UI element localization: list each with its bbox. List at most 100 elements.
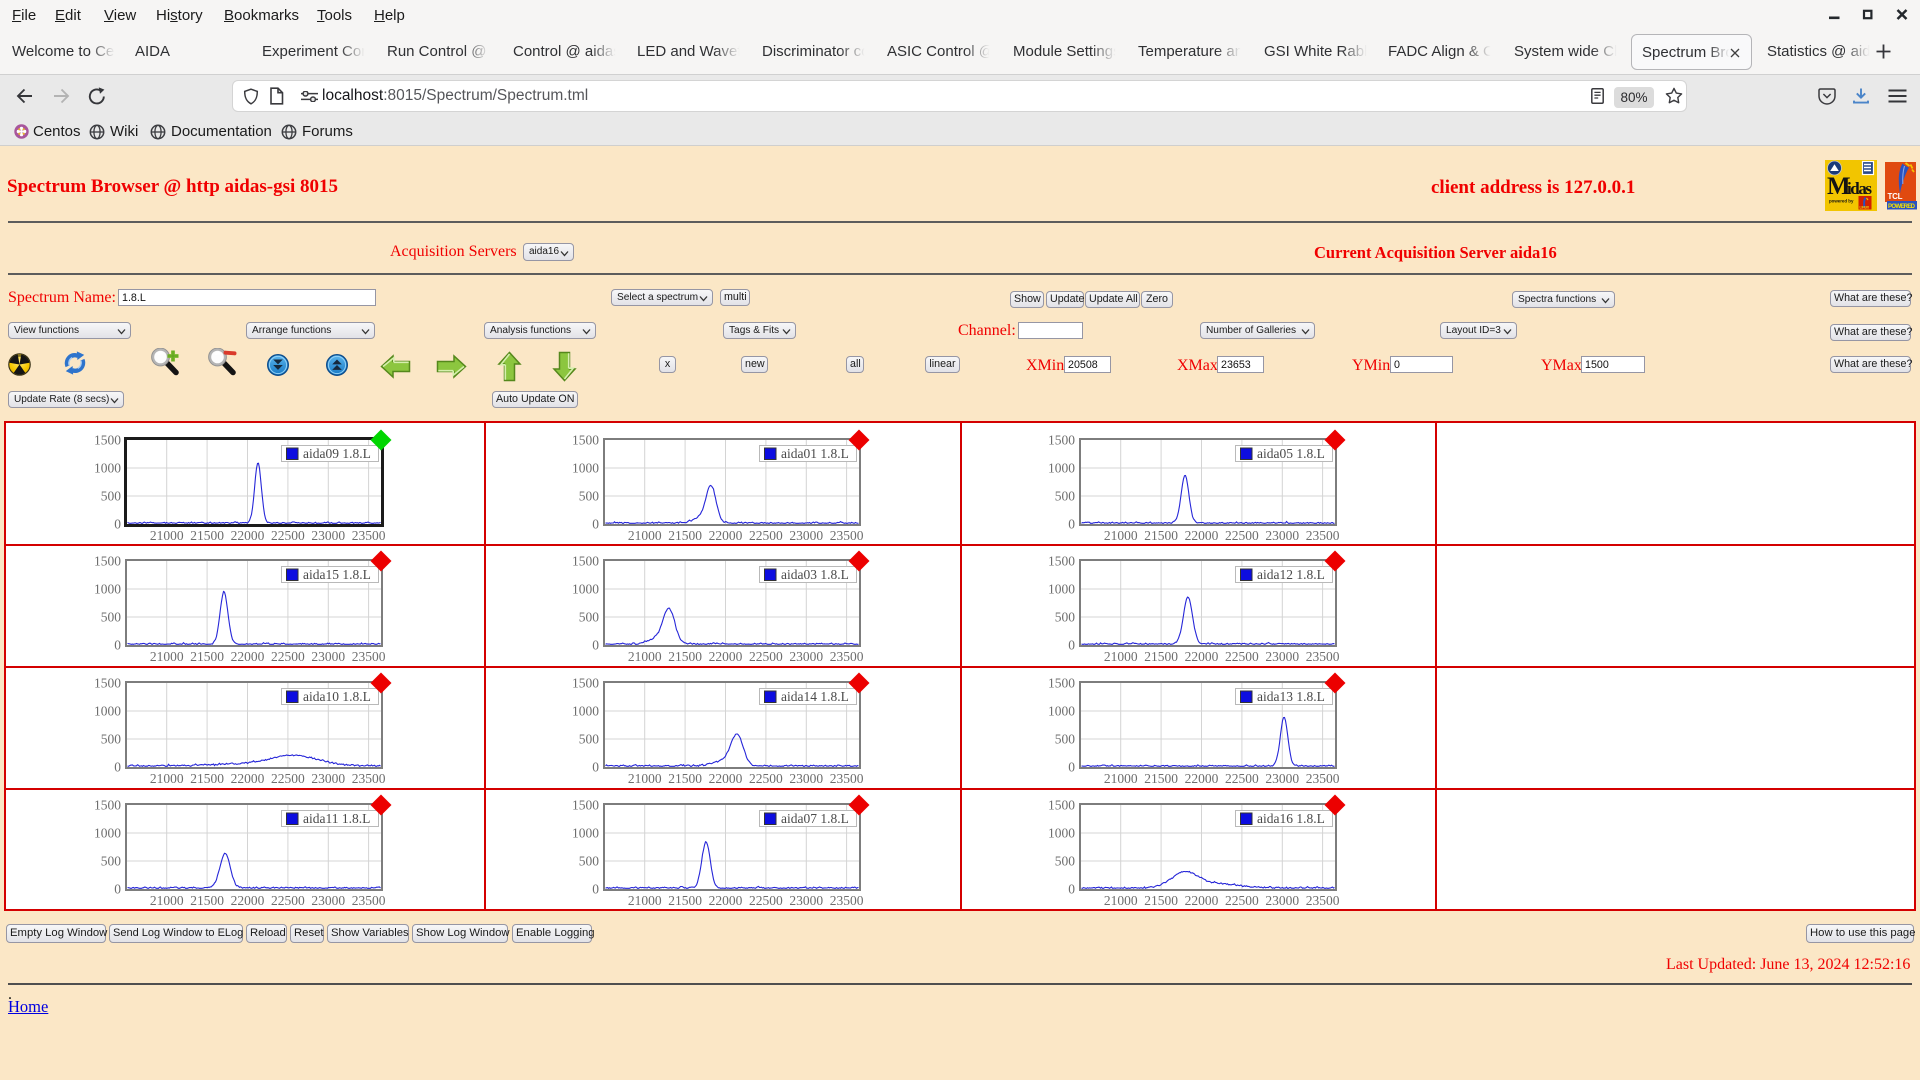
svg-text:21000: 21000 (628, 649, 662, 664)
svg-text:22500: 22500 (271, 771, 305, 786)
svg-text:22500: 22500 (271, 649, 305, 664)
svg-text:22000: 22000 (231, 528, 265, 543)
svg-text:21500: 21500 (668, 528, 702, 543)
svg-text:0: 0 (1068, 517, 1075, 532)
svg-text:23000: 23000 (1265, 893, 1299, 908)
svg-text:500: 500 (1054, 610, 1075, 625)
svg-text:1000: 1000 (1048, 826, 1075, 841)
svg-text:22000: 22000 (1184, 893, 1218, 908)
svg-text:21000: 21000 (1103, 893, 1137, 908)
svg-text:22000: 22000 (709, 771, 743, 786)
svg-text:500: 500 (1054, 489, 1075, 504)
svg-text:23500: 23500 (830, 771, 864, 786)
svg-text:0: 0 (1068, 638, 1075, 653)
svg-text:aida03 1.8.L: aida03 1.8.L (781, 567, 849, 582)
svg-text:0: 0 (114, 759, 121, 774)
svg-text:1500: 1500 (94, 675, 121, 690)
svg-text:23500: 23500 (352, 649, 386, 664)
svg-text:23500: 23500 (1305, 528, 1339, 543)
svg-text:23500: 23500 (352, 771, 386, 786)
svg-text:aida15 1.8.L: aida15 1.8.L (303, 567, 371, 582)
svg-text:500: 500 (579, 489, 600, 504)
svg-text:500: 500 (579, 731, 600, 746)
svg-text:23000: 23000 (789, 893, 823, 908)
svg-text:21000: 21000 (150, 649, 184, 664)
svg-text:21000: 21000 (628, 893, 662, 908)
svg-text:23000: 23000 (789, 528, 823, 543)
svg-text:22000: 22000 (709, 528, 743, 543)
svg-text:500: 500 (1054, 731, 1075, 746)
svg-text:1500: 1500 (1048, 554, 1075, 569)
svg-text:1000: 1000 (572, 826, 599, 841)
svg-text:aida07 1.8.L: aida07 1.8.L (781, 811, 849, 826)
svg-text:500: 500 (101, 610, 122, 625)
svg-text:500: 500 (101, 489, 122, 504)
svg-text:21500: 21500 (668, 771, 702, 786)
svg-text:aida16 1.8.L: aida16 1.8.L (1257, 811, 1325, 826)
svg-text:22500: 22500 (1225, 893, 1259, 908)
svg-text:0: 0 (592, 759, 599, 774)
svg-text:23500: 23500 (1305, 649, 1339, 664)
svg-text:0: 0 (114, 882, 121, 897)
svg-text:1500: 1500 (1048, 675, 1075, 690)
svg-text:22000: 22000 (1184, 771, 1218, 786)
svg-text:21000: 21000 (150, 528, 184, 543)
svg-text:1000: 1000 (572, 461, 599, 476)
svg-text:0: 0 (592, 882, 599, 897)
svg-text:22500: 22500 (749, 528, 783, 543)
svg-text:22000: 22000 (1184, 528, 1218, 543)
svg-text:1000: 1000 (94, 826, 121, 841)
svg-text:23000: 23000 (311, 893, 345, 908)
svg-text:22500: 22500 (271, 893, 305, 908)
svg-text:22000: 22000 (709, 649, 743, 664)
svg-text:aida05 1.8.L: aida05 1.8.L (1257, 446, 1325, 461)
svg-text:22000: 22000 (231, 893, 265, 908)
svg-text:1000: 1000 (1048, 703, 1075, 718)
svg-text:23000: 23000 (1265, 649, 1299, 664)
svg-text:aida14 1.8.L: aida14 1.8.L (781, 689, 849, 704)
svg-text:0: 0 (114, 638, 121, 653)
svg-text:idas: idas (1847, 179, 1872, 198)
svg-text:23000: 23000 (789, 649, 823, 664)
svg-text:0: 0 (114, 517, 121, 532)
svg-text:1000: 1000 (1048, 461, 1075, 476)
svg-text:1500: 1500 (572, 675, 599, 690)
svg-text:1000: 1000 (1048, 582, 1075, 597)
svg-text:22500: 22500 (271, 528, 305, 543)
svg-text:aida01 1.8.L: aida01 1.8.L (781, 446, 849, 461)
svg-text:21500: 21500 (190, 893, 224, 908)
svg-text:21500: 21500 (190, 649, 224, 664)
svg-text:23500: 23500 (352, 893, 386, 908)
svg-text:0: 0 (1068, 759, 1075, 774)
svg-text:22500: 22500 (749, 893, 783, 908)
svg-text:22500: 22500 (749, 649, 783, 664)
svg-text:1000: 1000 (94, 461, 121, 476)
svg-text:1500: 1500 (572, 798, 599, 813)
svg-text:21500: 21500 (668, 893, 702, 908)
svg-text:23500: 23500 (352, 528, 386, 543)
svg-text:23500: 23500 (1305, 771, 1339, 786)
svg-text:21500: 21500 (1144, 649, 1178, 664)
svg-text:22000: 22000 (231, 771, 265, 786)
svg-text:1500: 1500 (572, 433, 599, 448)
svg-text:1000: 1000 (94, 582, 121, 597)
svg-text:21000: 21000 (150, 893, 184, 908)
svg-text:0: 0 (592, 638, 599, 653)
svg-text:0: 0 (592, 517, 599, 532)
svg-text:21500: 21500 (1144, 771, 1178, 786)
svg-text:1500: 1500 (1048, 433, 1075, 448)
svg-text:22500: 22500 (749, 771, 783, 786)
svg-text:POWERED: POWERED (1888, 204, 1916, 210)
svg-text:1000: 1000 (572, 703, 599, 718)
svg-text:1500: 1500 (94, 433, 121, 448)
svg-text:1500: 1500 (94, 554, 121, 569)
svg-text:21500: 21500 (1144, 528, 1178, 543)
svg-text:500: 500 (579, 854, 600, 869)
svg-text:23000: 23000 (1265, 528, 1299, 543)
svg-text:21500: 21500 (190, 528, 224, 543)
svg-text:23500: 23500 (830, 528, 864, 543)
svg-text:21000: 21000 (1103, 771, 1137, 786)
svg-text:23000: 23000 (311, 771, 345, 786)
svg-text:21000: 21000 (628, 771, 662, 786)
svg-text:22000: 22000 (1184, 649, 1218, 664)
